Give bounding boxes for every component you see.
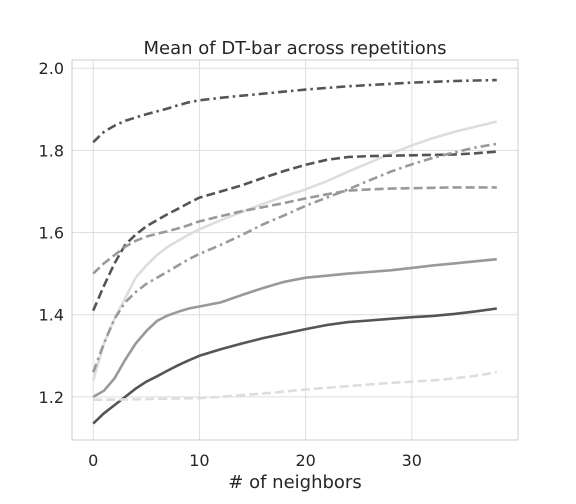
- series-line-1: [92, 78, 497, 144]
- y-tick-label: 1.2: [39, 388, 64, 407]
- series-line-4: [91, 142, 498, 373]
- series-line-5: [92, 186, 497, 275]
- chart-title: Mean of DT-bar across repetitions: [143, 38, 446, 59]
- x-axis-label: # of neighbors: [228, 472, 361, 493]
- tick-labels: 0 10 20 30 1.2 1.4 1.6 1.8 2.0: [39, 59, 422, 470]
- series-line-3: [92, 150, 497, 312]
- x-tick-label: 30: [402, 451, 422, 470]
- y-tick-label: 2.0: [39, 59, 64, 78]
- plot-area-frame: [71, 59, 519, 441]
- x-tick-label: 20: [295, 451, 315, 470]
- y-tick-label: 1.4: [39, 306, 64, 325]
- y-tick-label: 1.6: [39, 224, 64, 243]
- x-tick-label: 10: [189, 451, 209, 470]
- series-line-7: [92, 307, 497, 425]
- series-line-8: [93, 370, 498, 402]
- y-tick-label: 1.8: [39, 141, 64, 160]
- series-line-6: [92, 257, 497, 399]
- grid-lines: [72, 60, 518, 440]
- x-tick-label: 0: [88, 451, 98, 470]
- series-layer: [91, 78, 498, 425]
